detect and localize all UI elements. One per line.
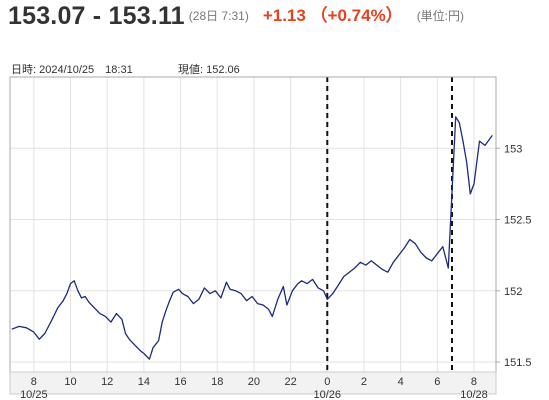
y-tick-label: 152 xyxy=(504,286,522,298)
x-tick-label: 10 xyxy=(64,376,76,388)
quote-range: 153.07 - 153.11 xyxy=(8,2,185,30)
x-tick-label: 8 xyxy=(31,376,37,388)
x-tick-label: 8 xyxy=(471,376,477,388)
x-tick-label: 22 xyxy=(284,376,296,388)
x-date-label: 10/28 xyxy=(460,389,488,400)
x-tick-label: 12 xyxy=(101,376,113,388)
x-tick-label: 6 xyxy=(434,376,440,388)
quote-unit: (単位:円) xyxy=(416,9,465,23)
x-date-label: 10/25 xyxy=(20,389,48,400)
info-current-value: 現値: 152.06 xyxy=(178,64,240,76)
x-date-label: 10/26 xyxy=(314,389,342,400)
info-datetime: 日時: 2024/10/25 18:31 xyxy=(11,64,133,76)
quote-header: 153.07 - 153.11 (28日 7:31) +1.13 （+0.74%） (… xyxy=(8,2,464,36)
x-axis-band xyxy=(9,371,497,395)
quote-change: +1.13 （+0.74%） xyxy=(262,6,403,25)
x-tick-label: 14 xyxy=(138,376,150,388)
x-tick-label: 18 xyxy=(211,376,223,388)
y-tick-label: 153 xyxy=(504,143,522,155)
price-line xyxy=(11,116,493,360)
plot-area xyxy=(10,77,496,372)
x-tick-label: 16 xyxy=(174,376,186,388)
x-tick-label: 4 xyxy=(398,376,404,388)
x-tick-label: 2 xyxy=(361,376,367,388)
x-tick-label: 0 xyxy=(324,376,330,388)
x-tick-label: 20 xyxy=(248,376,260,388)
y-tick-label: 152.5 xyxy=(504,215,532,227)
y-tick-label: 151.5 xyxy=(504,357,532,369)
quote-time: (28日 7:31) xyxy=(188,9,249,23)
